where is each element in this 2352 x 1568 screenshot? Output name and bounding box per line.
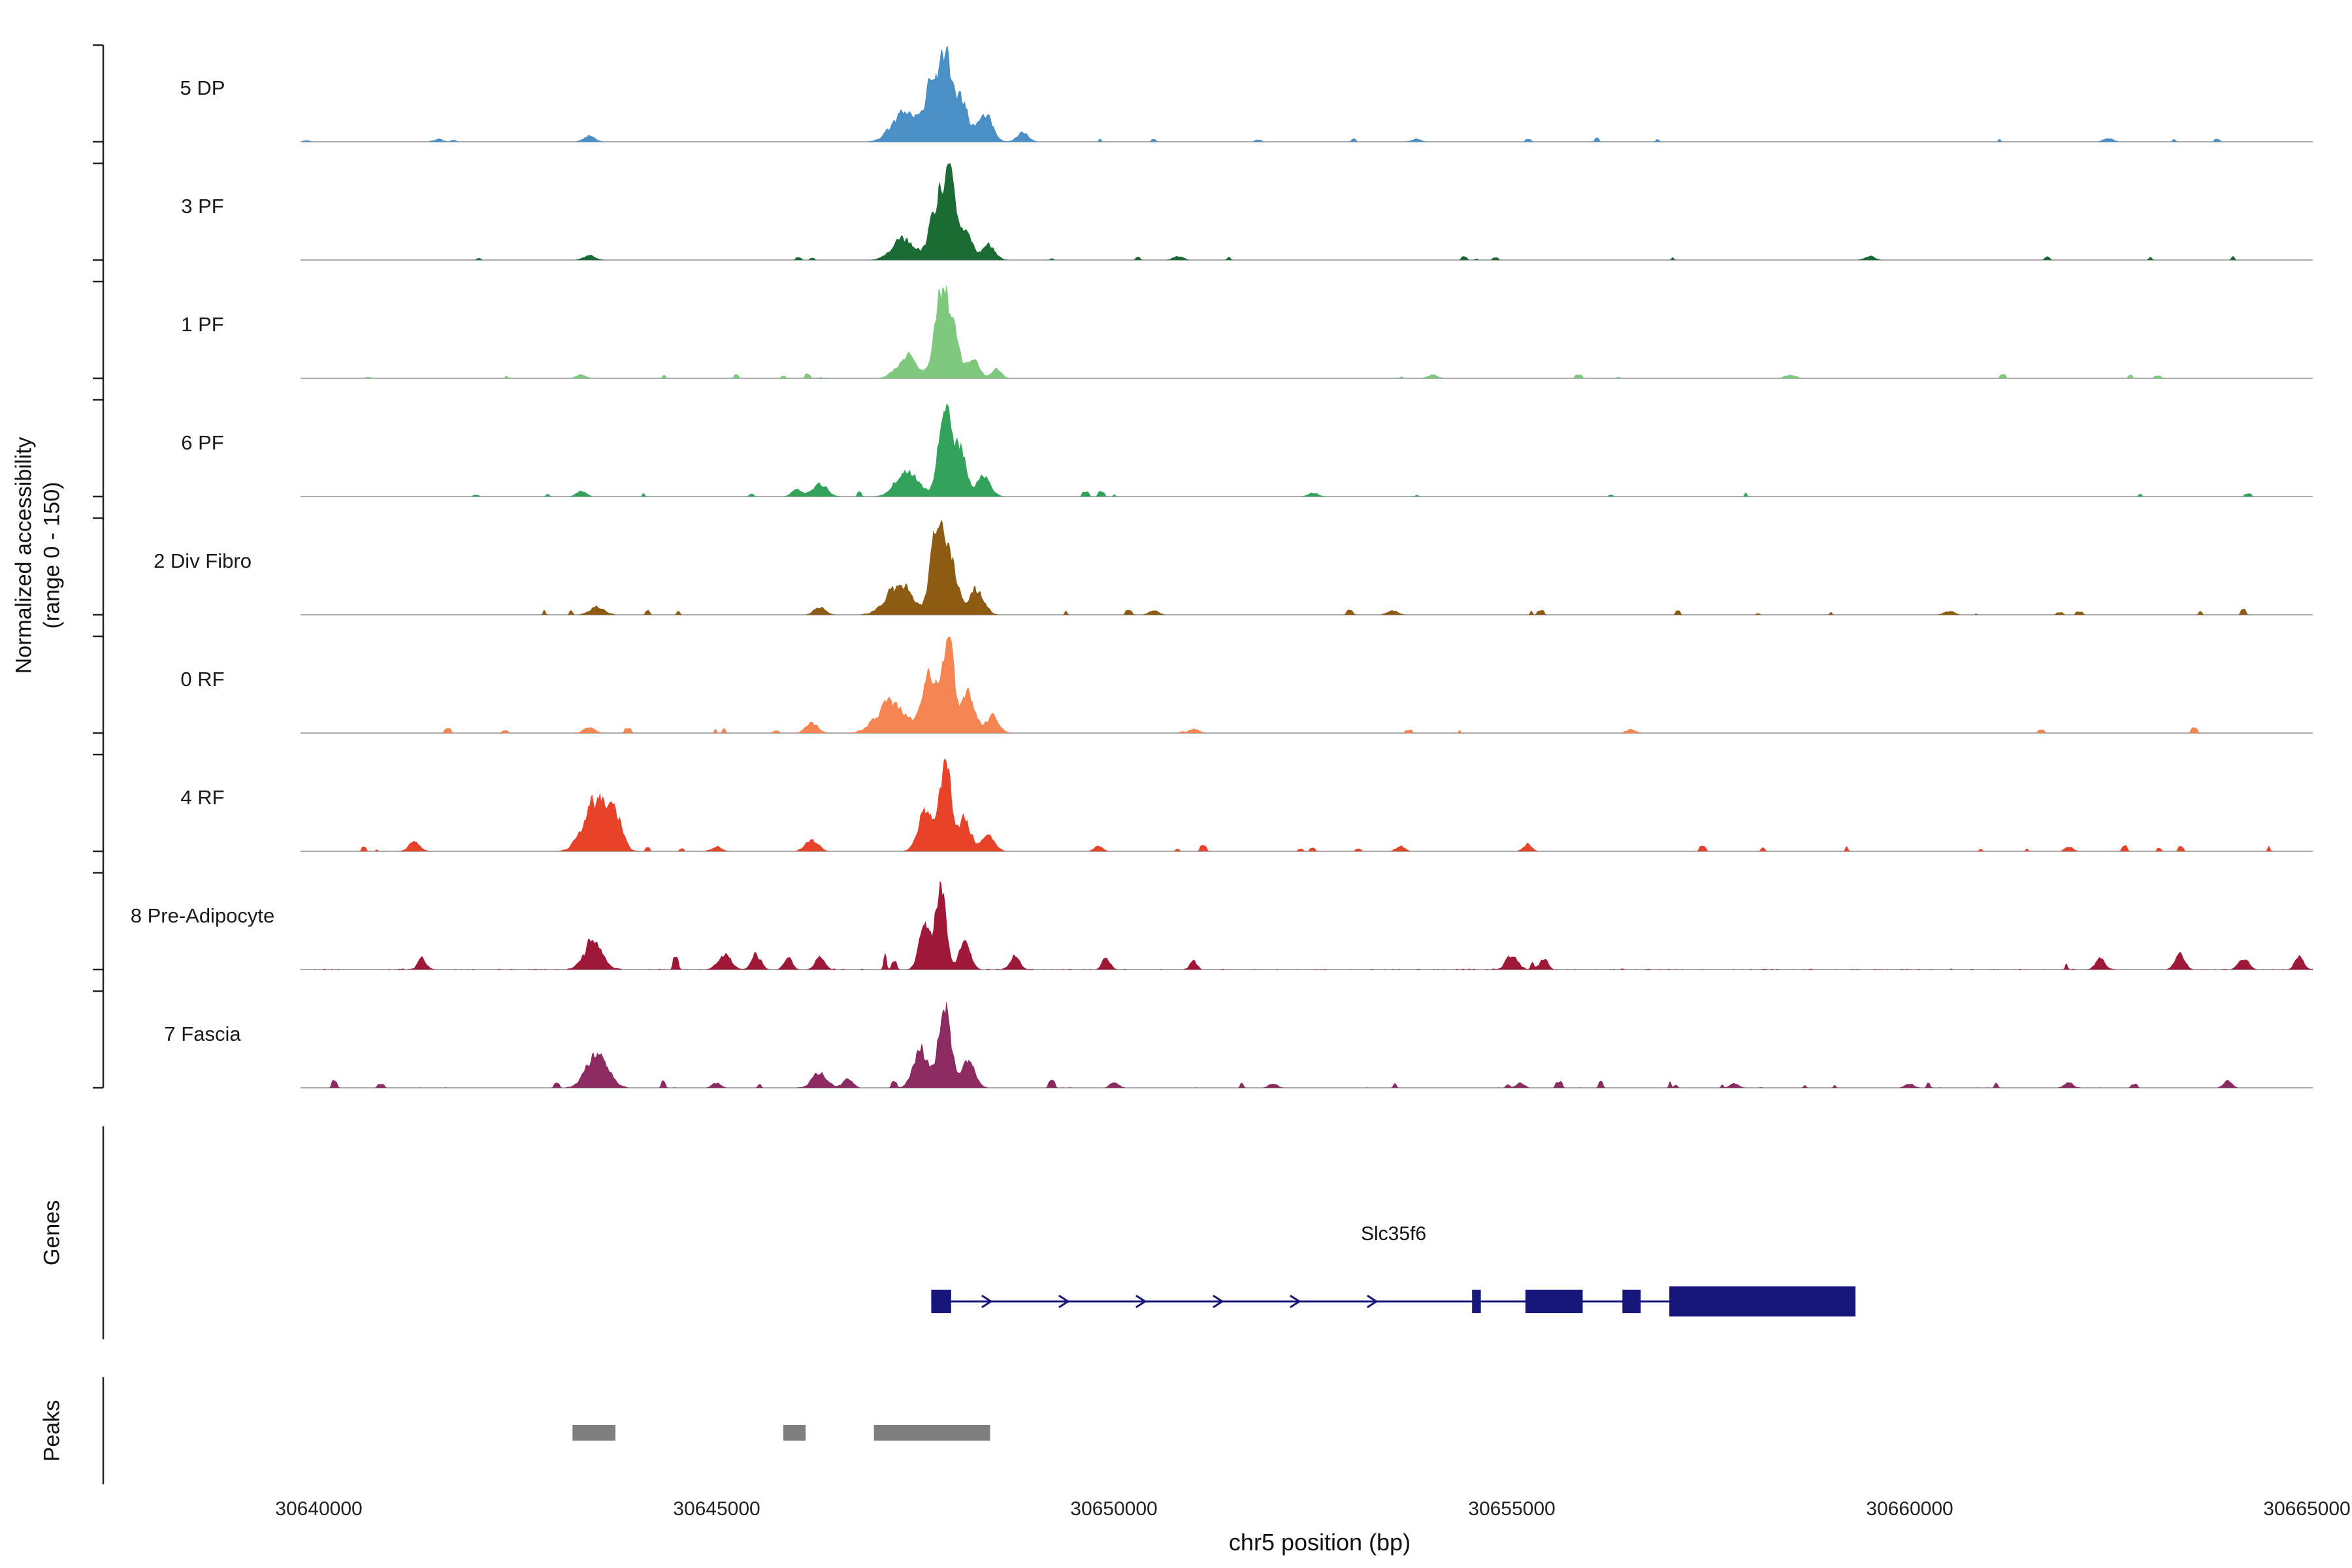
accessibility-signal [301,46,2313,142]
accessibility-signal [301,404,2313,497]
track-label: 6 PF [181,431,224,454]
gene-strand-arrow-icon [1212,1294,1224,1309]
peaks-section-label: Peaks [39,1399,65,1462]
x-tick-label: 30645000 [673,1498,760,1520]
peak-region [572,1425,615,1441]
x-tick-label: 30650000 [1070,1498,1158,1520]
gene-strand-arrow-icon [1135,1294,1147,1309]
track-label: 1 PF [181,313,224,336]
x-tick-label: 30655000 [1468,1498,1556,1520]
peak-region [874,1425,990,1441]
accessibility-signal [301,163,2313,260]
track-label: 8 Pre-Adipocyte [130,904,275,927]
track-label: 5 DP [180,76,225,99]
accessibility-signal [301,758,2313,851]
y-axis-label-line1: Normalized accessibility [11,436,37,674]
gene-exon [931,1290,951,1313]
peak-region [783,1425,806,1441]
gene-name-label: Slc35f6 [1360,1223,1427,1245]
gene-strand-arrow-icon [1289,1294,1301,1309]
track-label: 3 PF [181,195,224,218]
x-tick-label: 30640000 [275,1498,363,1520]
gene-exon [1472,1290,1481,1313]
y-axis-label-line2: (range 0 - 150) [39,482,64,629]
x-tick-label: 30665000 [2263,1498,2351,1520]
genes-section-label: Genes [39,1200,65,1266]
accessibility-signal [301,636,2313,733]
track-label: 0 RF [180,668,225,691]
x-axis-title: chr5 position (bp) [1228,1529,1411,1556]
gene-exon [1622,1290,1641,1313]
track-label: 2 Div Fibro [154,549,252,572]
accessibility-signal [301,881,2313,970]
y-axis-label: Normalized accessibility (range 0 - 150) [10,437,66,674]
accessibility-signal [301,284,2313,378]
gene-exon [1669,1286,1855,1316]
gene-strand-arrow-icon [981,1294,993,1309]
accessibility-signal [301,519,2313,615]
track-label: 7 Fascia [164,1022,241,1045]
gene-strand-arrow-icon [1058,1294,1070,1309]
accessibility-signal [301,1001,2313,1088]
gene-strand-arrow-icon [1366,1294,1379,1309]
x-tick-label: 30660000 [1866,1498,1953,1520]
gene-exon [1525,1290,1583,1313]
track-label: 4 RF [180,786,225,809]
